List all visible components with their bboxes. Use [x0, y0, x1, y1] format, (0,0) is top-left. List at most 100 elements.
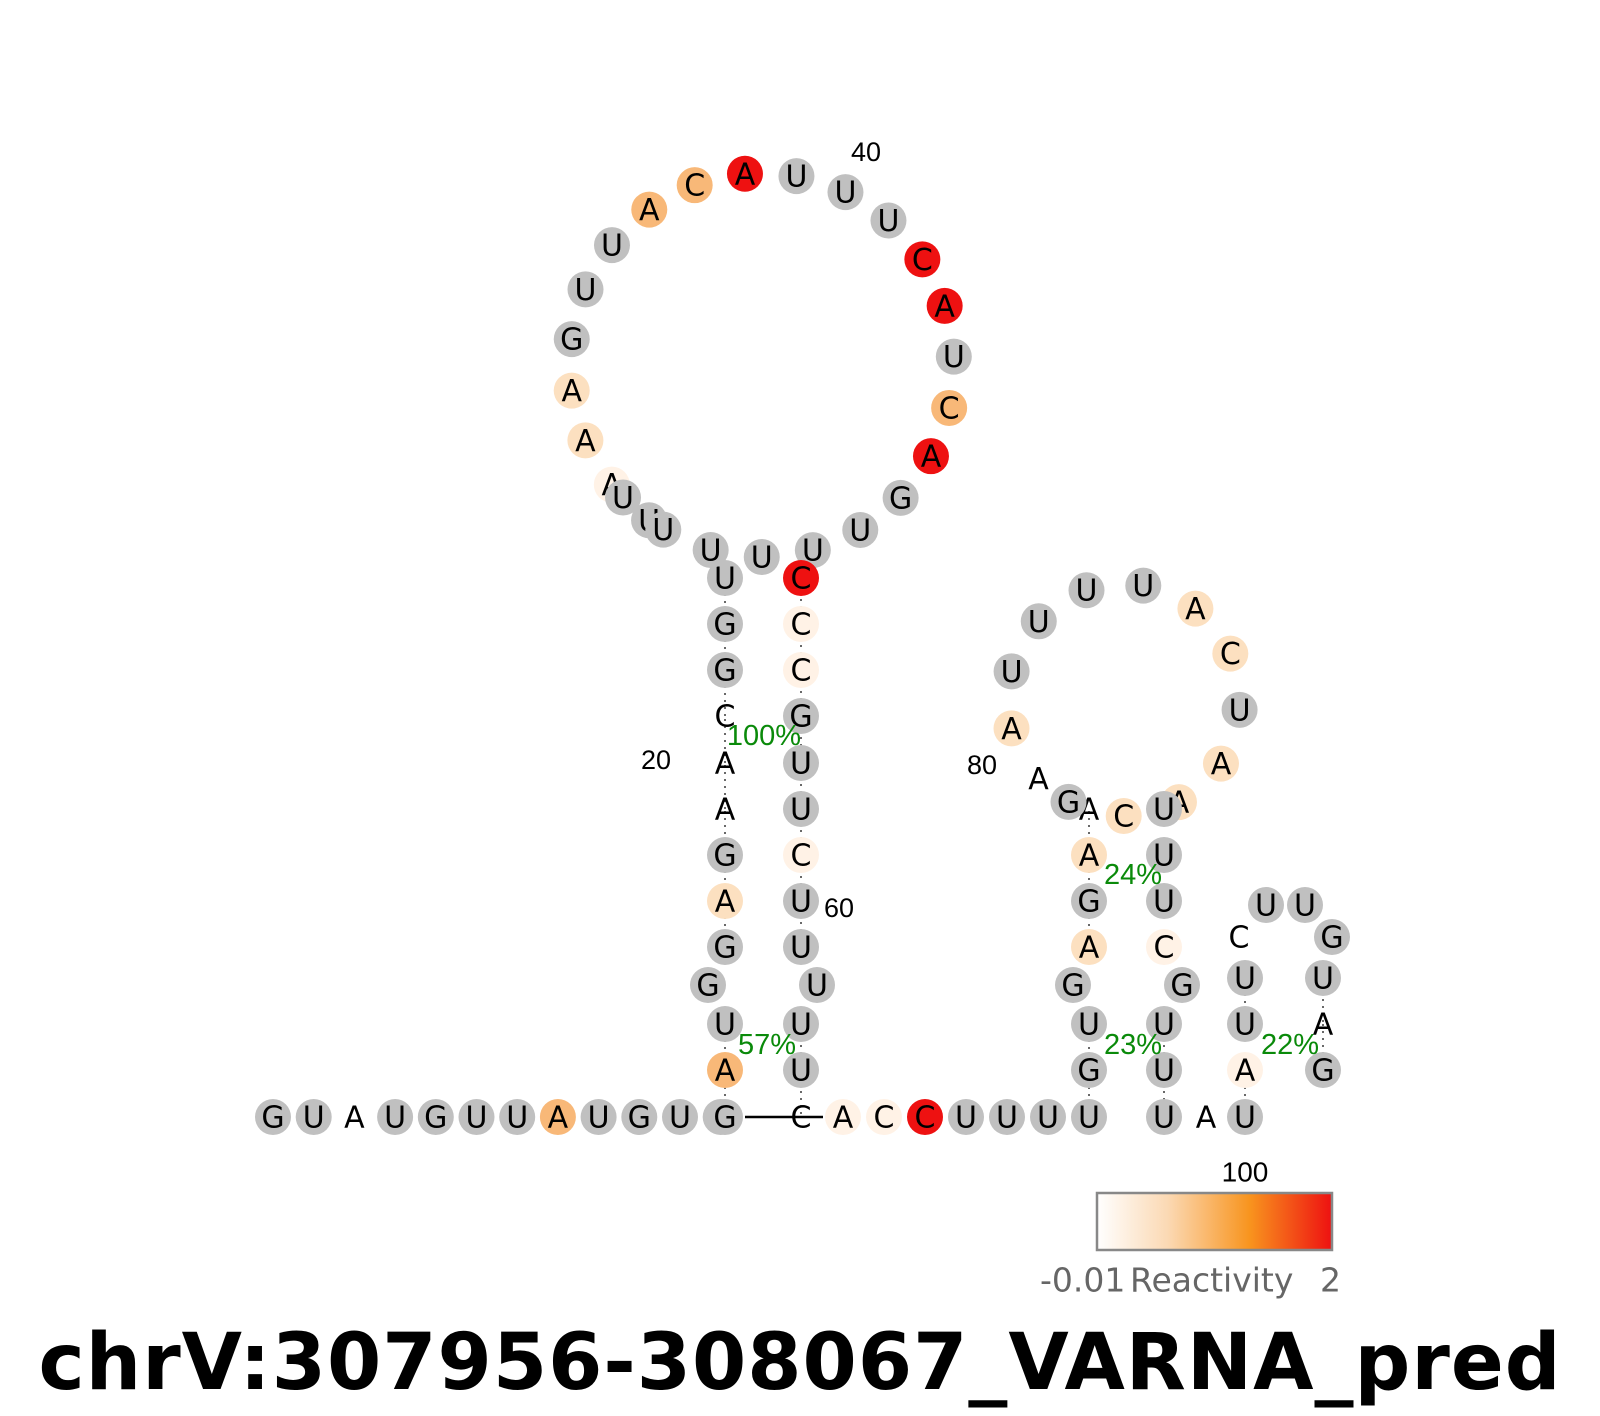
nucleotide-base-label: C [915, 1101, 936, 1136]
nucleotide: U [458, 1099, 495, 1136]
nucleotide: U [989, 1099, 1025, 1136]
nucleotide: A [1177, 590, 1214, 627]
nucleotide: U [1146, 1052, 1182, 1089]
nucleotide: C [783, 560, 819, 597]
nucleotide-circle [1221, 691, 1258, 728]
nucleotide-base-label: G [789, 700, 812, 735]
nucleotide-circle [882, 479, 919, 516]
nucleotide: A [539, 1099, 576, 1136]
nucleotide-circle [1287, 887, 1323, 923]
nucleotide: U [1146, 1099, 1182, 1136]
nucleotide: U [605, 479, 642, 516]
nucleotide: G [417, 1099, 454, 1136]
position-number-80: 80 [967, 750, 997, 780]
nucleotide-base-label: U [943, 340, 965, 375]
nucleotide-base-label: U [790, 1054, 812, 1089]
nucleotide: U [1287, 887, 1323, 924]
nucleotide: C [1146, 929, 1182, 966]
nucleotide-circle [948, 1099, 984, 1135]
position-number-40: 40 [851, 137, 881, 167]
nucleotide: U [1030, 1099, 1066, 1136]
nucleotide-base-label: U [1234, 1008, 1256, 1043]
nucleotide-circle [377, 1099, 414, 1135]
nucleotide-circle [989, 1099, 1025, 1135]
nucleotide-base-label: A [1079, 839, 1100, 874]
nucleotide: G [255, 1099, 291, 1136]
nucleotide-base-label: A [1313, 1008, 1334, 1043]
nucleotide-circle [1146, 837, 1182, 873]
nucleotide-base-label: G [713, 654, 736, 689]
nucleotide-base-label: A [715, 885, 736, 920]
nucleotide-base-label: A [1028, 762, 1049, 797]
nucleotide-circle [458, 1099, 495, 1135]
nucleotide-base-label: G [889, 481, 912, 516]
nucleotide: C [783, 837, 819, 874]
nucleotide: U [593, 227, 630, 264]
nucleotide-base-label: C [1229, 921, 1250, 956]
nucleotide-circle [1071, 1006, 1107, 1042]
nucleotide-circle [794, 532, 831, 569]
nucleotide: A [707, 883, 743, 920]
nucleotide-base-label: U [1153, 1101, 1175, 1136]
nucleotide-circle [1227, 1052, 1263, 1088]
helix-percentage-label: 100% [727, 720, 801, 752]
nucleotide-base-label: A [1185, 592, 1206, 627]
nucleotide-circle [783, 791, 819, 827]
nucleotide-circle [1055, 967, 1091, 1003]
nucleotide: G [690, 967, 726, 1004]
nucleotide: U [794, 532, 831, 569]
nucleotide: U [1146, 791, 1182, 828]
nucleotide-base-label: U [652, 513, 674, 548]
nucleotide: G [1055, 967, 1091, 1004]
nucleotide-circle [1071, 837, 1107, 873]
nucleotide-base-label: G [1170, 969, 1193, 1004]
nucleotide: U [1227, 1099, 1263, 1136]
nucleotide: U [1068, 572, 1105, 609]
nucleotide-circle [1227, 1099, 1263, 1135]
nucleotide-circle [799, 967, 835, 1003]
nucleotide-base-label: G [696, 969, 719, 1004]
nucleotide-base-label: G [424, 1101, 447, 1136]
nucleotide: C [866, 1099, 902, 1136]
nucleotide-circle [676, 167, 713, 204]
page-title: chrV:307956-308067_VARNA_pred [38, 1318, 1562, 1408]
nucleotide-base-label: U [1312, 962, 1334, 997]
nucleotide-circle [783, 560, 819, 596]
nucleotide: G [1050, 783, 1087, 820]
nucleotide-base-label: U [1028, 605, 1050, 640]
nucleotide-circle [726, 155, 763, 192]
nucleotide: G [553, 321, 590, 358]
nucleotide-base-label: C [684, 169, 705, 204]
nucleotide-circle [926, 287, 963, 324]
nucleotide-base-label: C [1113, 799, 1134, 834]
nucleotide: U [580, 1099, 617, 1136]
nucleotide-circle [1202, 745, 1239, 782]
nucleotide-base-label: G [713, 931, 736, 966]
nucleotide-circle [870, 202, 907, 239]
nucleotide: A [993, 710, 1030, 747]
nucleotide-circle [825, 1099, 861, 1135]
nucleotide-base-label: U [700, 534, 722, 569]
nucleotide-base-label: U [1153, 885, 1175, 920]
nucleotide-circle [707, 883, 743, 919]
legend-title: Reactivity [1130, 1261, 1293, 1300]
nucleotide: A [926, 287, 963, 324]
nucleotide-base-label: G [713, 608, 736, 643]
nucleotide: A [726, 155, 763, 192]
nucleotide-circle [1305, 960, 1341, 996]
nucleotide: U [1146, 883, 1182, 920]
helix-percentage-label: 22% [1261, 1029, 1319, 1061]
position-number-60: 60 [824, 893, 854, 923]
nucleotide-circle [783, 929, 819, 965]
nucleotide-base-label: U [1153, 1008, 1175, 1043]
nucleotide: U [827, 174, 864, 211]
nucleotide-base-label: A [921, 440, 942, 475]
nucleotide-circle [1248, 887, 1284, 923]
nucleotide: C [1229, 921, 1250, 956]
nucleotide-base-label: A [715, 1054, 736, 1089]
nucleotide: A [344, 1101, 365, 1136]
nucleotide-base-label: U [1078, 1101, 1100, 1136]
nucleotide-circle [1125, 567, 1162, 604]
position-number-20: 20 [641, 745, 671, 775]
